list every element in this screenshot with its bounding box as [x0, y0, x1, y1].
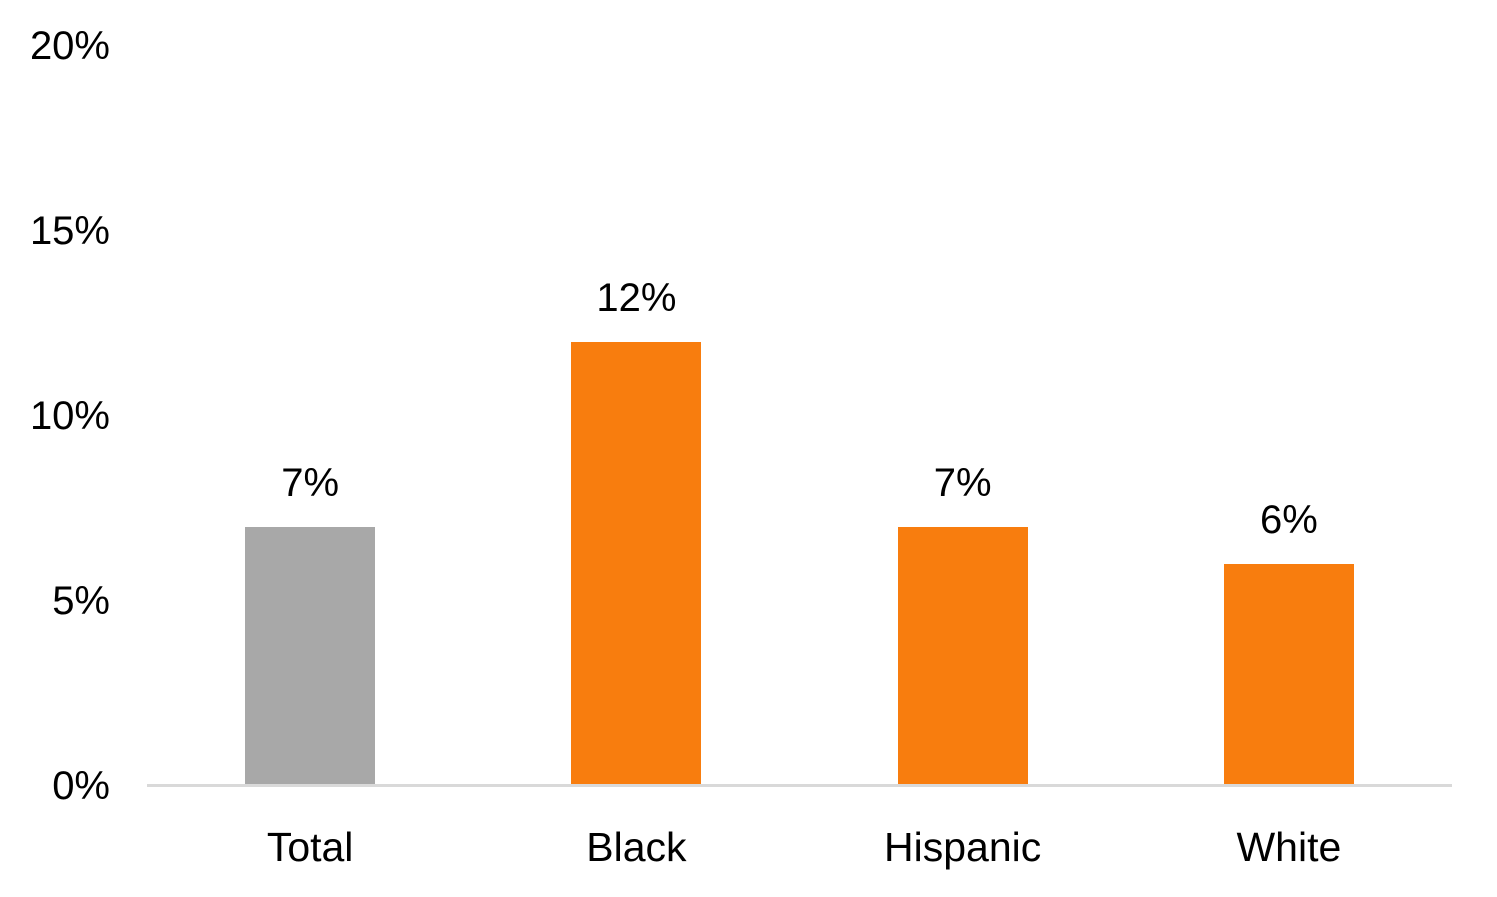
bar-total: [245, 527, 376, 786]
y-tick-label: 15%: [29, 209, 110, 253]
category-label-black: Black: [586, 824, 687, 870]
bar-value-label: 6%: [1259, 498, 1318, 542]
bar-value-label: 7%: [933, 461, 992, 505]
bar-value-label: 12%: [596, 276, 677, 320]
category-label-hispanic: Hispanic: [884, 824, 1042, 870]
y-tick-label: 20%: [29, 24, 110, 68]
y-tick-label: 5%: [52, 579, 110, 623]
bar-black: [571, 342, 702, 786]
bar-value-label: 7%: [281, 461, 340, 505]
category-label-white: White: [1236, 824, 1342, 870]
x-axis-line: [147, 784, 1452, 787]
bar-hispanic: [897, 527, 1028, 786]
y-tick-label: 10%: [29, 394, 110, 438]
bar-white: [1223, 564, 1354, 786]
category-label-total: Total: [266, 824, 354, 870]
y-tick-label: 0%: [52, 764, 110, 808]
